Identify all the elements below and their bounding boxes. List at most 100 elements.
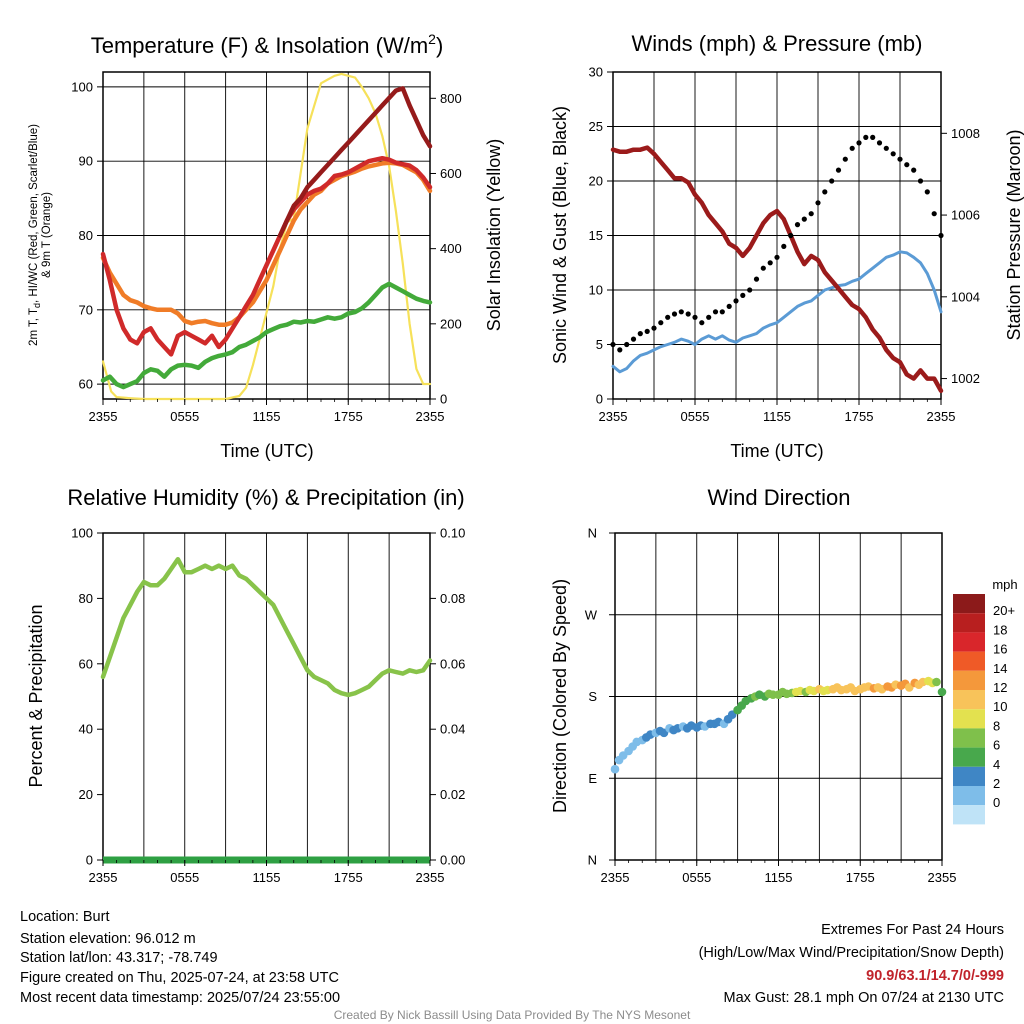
colorbar-label: 12: [993, 680, 1007, 695]
y-tick-label: 90: [79, 154, 93, 169]
y-tick-label: 25: [589, 119, 603, 134]
gust-point: [774, 254, 780, 260]
x-tick-label: 0555: [170, 409, 199, 424]
winds-series: [610, 134, 944, 394]
gust-point: [870, 134, 876, 140]
direction-y-ticks: N E S W N: [585, 526, 615, 868]
y-tick-label: 0.06: [440, 656, 465, 671]
temperature-title: Temperature (F) & Insolation (W/m2): [91, 31, 444, 58]
gust-point: [719, 309, 725, 315]
colorbar-label: 6: [993, 738, 1000, 753]
y-tick-label: 800: [440, 91, 462, 106]
gust-point: [835, 167, 842, 173]
temperature-grid: [103, 72, 430, 399]
direction-point: [937, 687, 947, 697]
series-line-heatidx: [277, 86, 433, 238]
colorbar-swatch: [953, 632, 985, 652]
y-tick-label: 400: [440, 241, 462, 256]
x-tick-label: 1755: [845, 409, 874, 424]
info-latlon: Station lat/lon: 43.317; -78.749: [20, 950, 218, 966]
y-tick-label: E: [588, 771, 597, 786]
insolation-y-ticks: 0 200 400 600 800: [430, 91, 462, 407]
x-tick-label: 1155: [253, 409, 281, 424]
pressure-ylabel: Station Pressure (Maroon): [1004, 129, 1024, 340]
station-info: Location: Burt Station elevation: 96.012…: [20, 909, 340, 1006]
y-tick-label: 70: [79, 302, 93, 317]
y-tick-label: 0.00: [440, 853, 465, 868]
x-tick-label: 2355: [599, 409, 628, 424]
series-line-insol: [101, 72, 432, 401]
gust-point: [699, 320, 705, 326]
colorbar-swatch: [953, 728, 985, 748]
colorbar-swatch: [953, 709, 985, 729]
gust-point: [692, 314, 698, 320]
gust-point: [801, 216, 807, 222]
y-tick-label: 5: [596, 337, 603, 352]
gust-point: [733, 298, 739, 304]
gust-point: [822, 189, 828, 195]
gust-point: [794, 222, 801, 228]
colorbar-label: 10: [993, 699, 1007, 714]
pressure-y-ticks: 1002 1004 1006 1008: [941, 126, 980, 386]
colorbar-swatch: [953, 690, 985, 710]
winds-panel: Winds (mph) & Pressure (mb) 0 5 10 15 20 25 30…: [550, 31, 1024, 461]
x-tick-label: 0555: [682, 870, 711, 885]
x-tick-label: 2355: [927, 409, 956, 424]
y-tick-label: W: [585, 607, 598, 622]
gust-point: [883, 145, 889, 151]
direction-ylabel: Direction (Colored By Speed): [550, 579, 570, 813]
y-tick-label: 0.02: [440, 787, 465, 802]
y-tick-label: 20: [589, 174, 603, 189]
x-tick-label: 1755: [334, 870, 363, 885]
winds-xlabel: Time (UTC): [730, 441, 823, 461]
humidity-ylabel: Percent & Precipitation: [26, 604, 46, 787]
temperature-x-ticks: 2355 0555 1155 1755 2355: [89, 399, 444, 424]
gust-point: [658, 320, 664, 326]
extremes-box: Extremes For Past 24 Hours (High/Low/Max…: [699, 922, 1004, 1006]
y-tick-label: 0.04: [440, 722, 465, 737]
temperature-ylabel-line2: & 9m T (Orange): [41, 192, 53, 278]
winds-x-ticks: 2355 0555 1155 1755 2355: [599, 399, 956, 424]
y-tick-label: 20: [79, 787, 93, 802]
temperature-panel: Temperature (F) & Insolation (W/m2) 60 70…: [28, 31, 504, 461]
y-tick-label: 30: [589, 65, 603, 80]
gust-point: [781, 243, 787, 249]
speed-colorbar: mph 20+ 18 16 14 12 10 8 6 4 2 0: [953, 577, 1018, 825]
direction-grid: [615, 533, 942, 860]
y-tick-label: 1008: [951, 126, 980, 141]
x-tick-label: 2355: [416, 870, 445, 885]
gust-point: [924, 189, 930, 195]
info-created: Figure created on Thu, 2025-07-24, at 23…: [20, 970, 339, 986]
direction-points: [610, 676, 947, 774]
gust-point: [665, 314, 671, 320]
credit-line: Created By Nick Bassill Using Data Provi…: [334, 1008, 691, 1022]
gust-point: [829, 178, 835, 184]
colorbar-swatch: [953, 786, 985, 806]
colorbar-label: 14: [993, 661, 1007, 676]
colorbar-label: 8: [993, 718, 1000, 733]
gust-point: [678, 309, 684, 315]
y-tick-label: 60: [79, 377, 93, 392]
extremes-subtitle: (High/Low/Max Wind/Precipitation/Snow De…: [699, 945, 1004, 961]
x-tick-label: 2355: [89, 870, 118, 885]
x-tick-label: 0555: [170, 870, 199, 885]
colorbar-label: 20+: [993, 603, 1015, 618]
insolation-ylabel: Solar Insolation (Yellow): [484, 139, 504, 331]
x-tick-label: 1755: [846, 870, 875, 885]
x-tick-label: 2355: [601, 870, 630, 885]
x-tick-label: 1155: [763, 409, 791, 424]
temperature-ylabel: 2m T, Td, HI/WC (Red, Green, Scarlet/Blu…: [28, 124, 53, 346]
colorbar-label: 16: [993, 642, 1007, 657]
colorbar-swatch: [953, 747, 985, 767]
y-tick-label: N: [588, 526, 597, 541]
precip-y-ticks: 0.00 0.02 0.04 0.06 0.08 0.10: [430, 526, 465, 868]
gust-point: [671, 311, 678, 317]
humidity-y-ticks: 0 20 40 60 80 100: [71, 526, 103, 868]
gust-point: [808, 211, 814, 217]
x-tick-label: 2355: [928, 870, 957, 885]
direction-point: [610, 764, 620, 774]
series-line-temp9m: [100, 160, 433, 327]
winds-title: Winds (mph) & Pressure (mb): [632, 31, 923, 56]
gust-point: [767, 260, 773, 266]
